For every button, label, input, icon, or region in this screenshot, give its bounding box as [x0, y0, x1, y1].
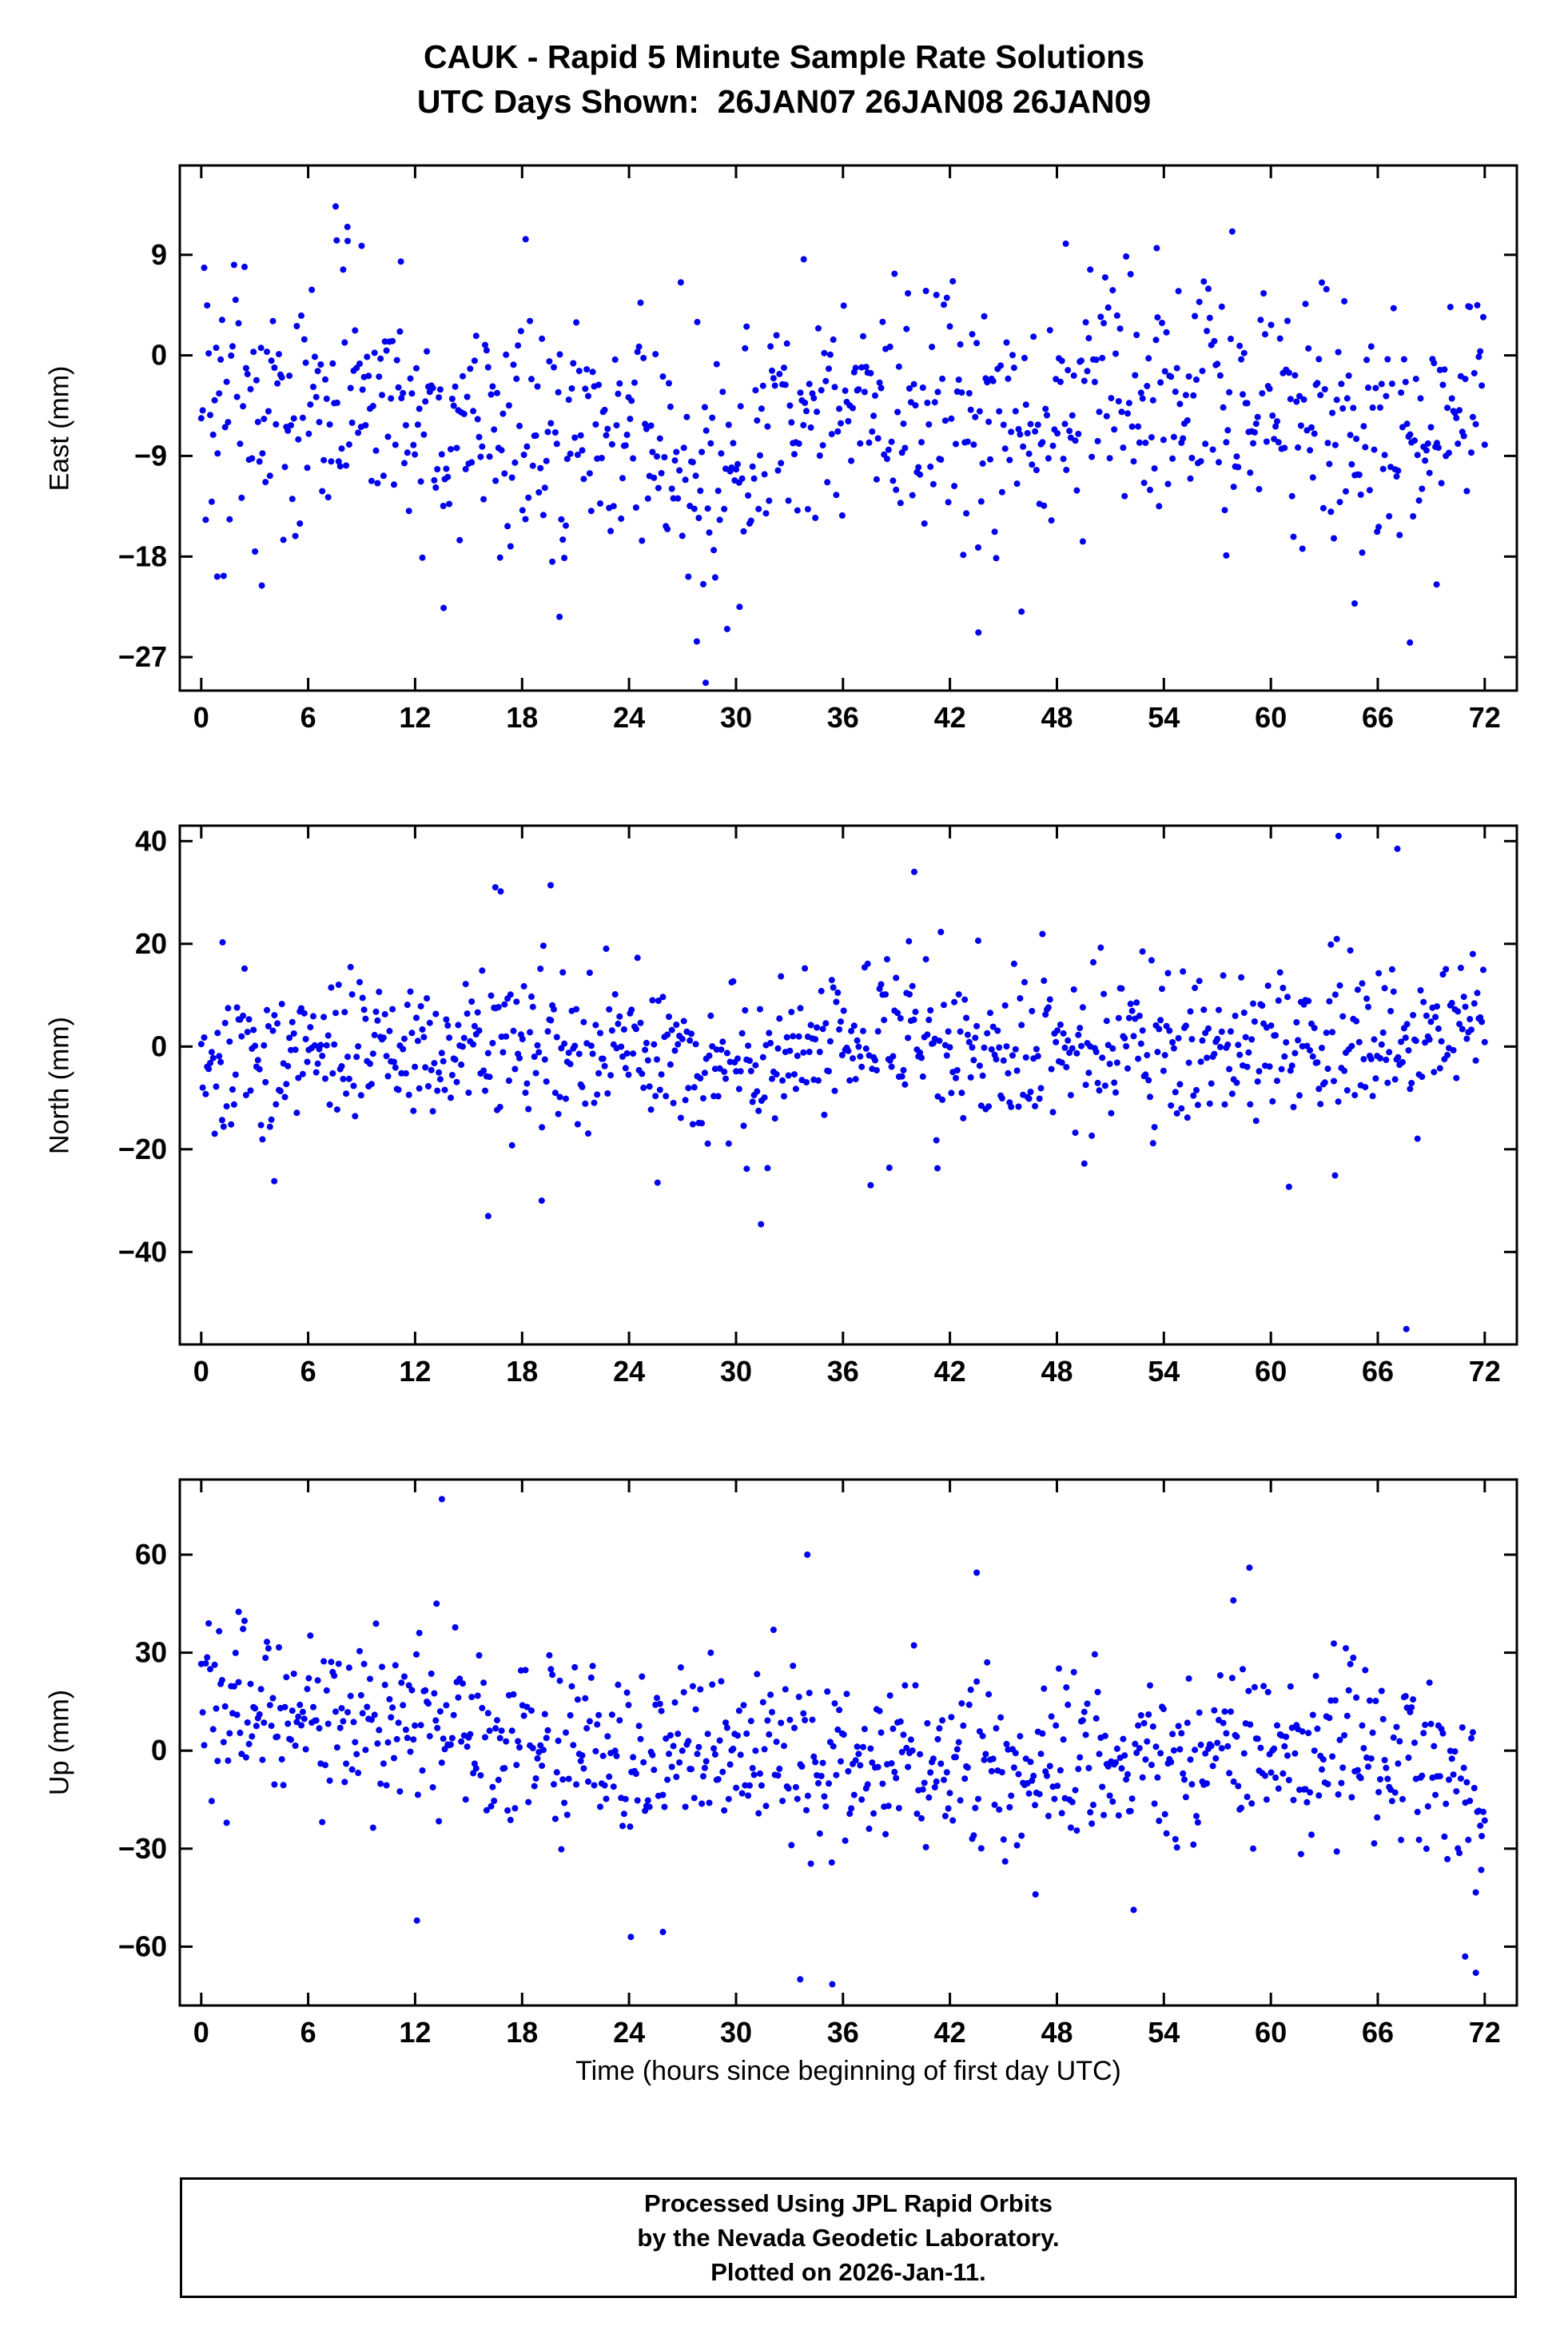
- y-axis-label-north: North (mm): [44, 1017, 75, 1154]
- svg-text:40: 40: [135, 824, 167, 857]
- svg-text:−30: −30: [118, 1832, 167, 1865]
- svg-text:24: 24: [613, 1355, 645, 1388]
- svg-text:48: 48: [1041, 701, 1073, 734]
- svg-text:42: 42: [934, 701, 966, 734]
- svg-text:30: 30: [135, 1636, 167, 1669]
- plot-title: CAUK - Rapid 5 Minute Sample Rate Soluti…: [423, 38, 1145, 75]
- svg-text:0: 0: [151, 339, 167, 372]
- svg-text:36: 36: [827, 701, 859, 734]
- svg-text:66: 66: [1362, 1355, 1394, 1388]
- svg-text:18: 18: [506, 1355, 538, 1388]
- y-axis-label-east: East (mm): [44, 365, 75, 492]
- svg-text:42: 42: [934, 2016, 966, 2049]
- svg-text:6: 6: [300, 2016, 316, 2049]
- svg-text:72: 72: [1469, 701, 1501, 734]
- svg-text:48: 48: [1041, 1355, 1073, 1388]
- svg-text:48: 48: [1041, 2016, 1073, 2049]
- svg-text:0: 0: [193, 1355, 209, 1388]
- svg-text:66: 66: [1362, 2016, 1394, 2049]
- svg-text:72: 72: [1469, 2016, 1501, 2049]
- svg-text:20: 20: [135, 927, 167, 960]
- svg-text:54: 54: [1148, 2016, 1180, 2049]
- svg-text:42: 42: [934, 1355, 966, 1388]
- svg-text:−27: −27: [118, 640, 167, 673]
- x-axis-label: Time (hours since beginning of first day…: [575, 2056, 1121, 2086]
- svg-text:−9: −9: [134, 439, 167, 472]
- svg-text:30: 30: [720, 1355, 752, 1388]
- svg-text:60: 60: [1255, 701, 1287, 734]
- svg-text:−18: −18: [118, 540, 167, 572]
- plot-subtitle: UTC Days Shown: 26JAN07 26JAN08 26JAN09: [416, 83, 1152, 120]
- svg-text:18: 18: [506, 2016, 538, 2049]
- y-axis-label-up: Up (mm): [44, 1689, 75, 1796]
- footer-line-1: Processed Using JPL Rapid Orbits: [643, 2189, 1053, 2217]
- svg-text:−20: −20: [118, 1133, 167, 1165]
- footer-box: Processed Using JPL Rapid Orbits by the …: [180, 2177, 1517, 2298]
- svg-text:12: 12: [399, 1355, 431, 1388]
- footer-line-2: by the Nevada Geodetic Laboratory.: [637, 2224, 1060, 2252]
- svg-text:18: 18: [506, 701, 538, 734]
- svg-text:12: 12: [399, 701, 431, 734]
- svg-text:36: 36: [827, 2016, 859, 2049]
- svg-text:54: 54: [1148, 1355, 1180, 1388]
- svg-text:24: 24: [613, 2016, 645, 2049]
- svg-text:6: 6: [300, 1355, 316, 1388]
- svg-text:60: 60: [1255, 2016, 1287, 2049]
- svg-text:0: 0: [151, 1734, 167, 1766]
- svg-text:30: 30: [720, 701, 752, 734]
- svg-text:0: 0: [193, 2016, 209, 2049]
- svg-text:12: 12: [399, 2016, 431, 2049]
- svg-text:36: 36: [827, 1355, 859, 1388]
- svg-text:−60: −60: [118, 1930, 167, 1962]
- svg-text:0: 0: [193, 701, 209, 734]
- svg-text:66: 66: [1362, 701, 1394, 734]
- svg-text:60: 60: [135, 1538, 167, 1571]
- svg-text:0: 0: [151, 1030, 167, 1062]
- svg-text:60: 60: [1255, 1355, 1287, 1388]
- footer-line-3: Plotted on 2026-Jan-11.: [710, 2258, 986, 2286]
- svg-text:6: 6: [300, 701, 316, 734]
- svg-text:54: 54: [1148, 701, 1180, 734]
- svg-text:9: 9: [151, 238, 167, 271]
- svg-text:30: 30: [720, 2016, 752, 2049]
- svg-text:72: 72: [1469, 1355, 1501, 1388]
- svg-text:24: 24: [613, 701, 645, 734]
- svg-text:−40: −40: [118, 1235, 167, 1268]
